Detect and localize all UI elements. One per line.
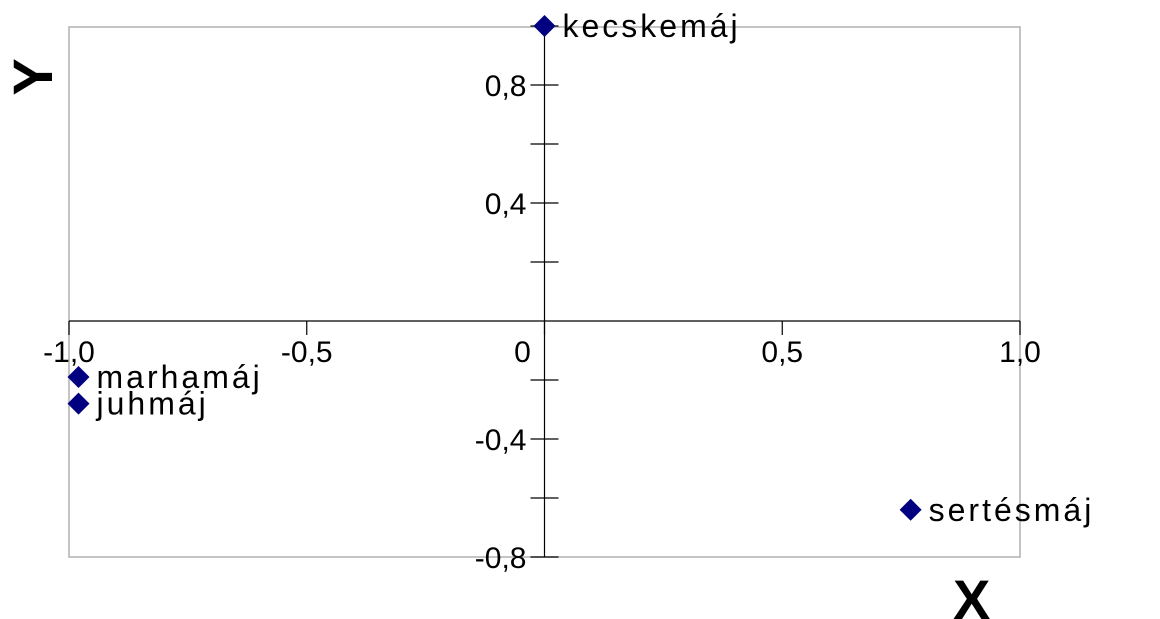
x-tick-label: 1,0 [999,336,1041,369]
y-axis-title: Y [1,58,64,95]
x-tick-label: 0,5 [761,336,803,369]
data-point: sertésmáj [899,492,1095,528]
x-axis-title: X [953,568,990,619]
x-tick-label: -0,5 [281,336,333,369]
data-point: juhmáj [67,386,209,422]
diamond-marker [67,392,90,415]
x-tick-label: -1,0 [43,336,95,369]
x-tick-label: 0 [514,336,531,369]
point-label: sertésmáj [929,492,1095,528]
y-tick-label: -0,4 [475,424,527,457]
point-label: marhamáj [97,359,263,395]
point-label: kecskemáj [563,8,741,44]
point-label: juhmáj [96,386,209,422]
y-tick-label: -0,8 [475,542,527,575]
y-tick-label: 0,8 [485,70,527,103]
diamond-marker [899,498,922,521]
data-point: marhamáj [67,359,263,395]
axes: -1,0 -0,5 0 0,5 1,0 0,8 0,4 -0,4 -0,8 [43,25,1041,575]
y-tick-label: 0,4 [485,188,527,221]
diamond-marker [533,15,556,37]
diamond-marker [67,366,90,389]
data-point: kecskemáj [533,8,741,44]
